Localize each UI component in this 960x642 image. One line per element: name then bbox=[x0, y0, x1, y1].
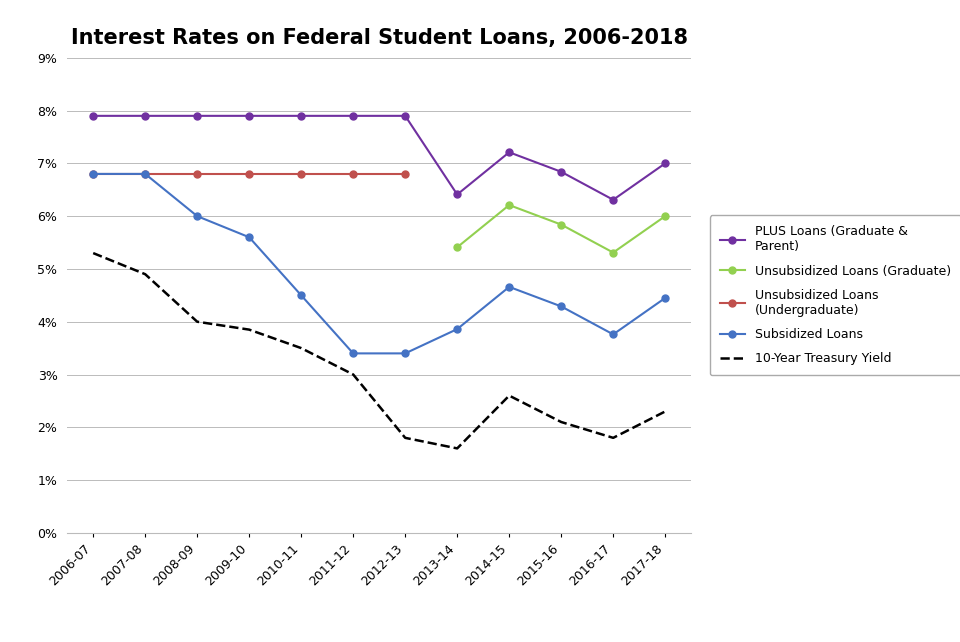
PLUS Loans (Graduate &
Parent) bbox=[348, 112, 359, 119]
10-Year Treasury Yield bbox=[451, 444, 463, 452]
PLUS Loans (Graduate &
Parent) bbox=[139, 112, 151, 119]
Line: PLUS Loans (Graduate &
Parent): PLUS Loans (Graduate & Parent) bbox=[89, 112, 669, 204]
Subsidized Loans bbox=[556, 302, 567, 310]
PLUS Loans (Graduate &
Parent) bbox=[556, 168, 567, 176]
PLUS Loans (Graduate &
Parent) bbox=[399, 112, 411, 119]
Legend: PLUS Loans (Graduate &
Parent), Unsubsidized Loans (Graduate), Unsubsidized Loan: PLUS Loans (Graduate & Parent), Unsubsid… bbox=[710, 215, 960, 376]
Subsidized Loans bbox=[399, 349, 411, 357]
Unsubsidized Loans (Graduate) bbox=[608, 248, 619, 256]
10-Year Treasury Yield bbox=[556, 418, 567, 426]
Subsidized Loans bbox=[87, 170, 99, 178]
10-Year Treasury Yield bbox=[348, 370, 359, 378]
10-Year Treasury Yield bbox=[139, 270, 151, 278]
Subsidized Loans bbox=[191, 213, 203, 220]
10-Year Treasury Yield bbox=[660, 408, 671, 415]
Title: Interest Rates on Federal Student Loans, 2006-2018: Interest Rates on Federal Student Loans,… bbox=[71, 28, 687, 48]
Subsidized Loans bbox=[139, 170, 151, 178]
10-Year Treasury Yield bbox=[503, 392, 515, 399]
Line: Unsubsidized Loans
(Undergraduate): Unsubsidized Loans (Undergraduate) bbox=[89, 170, 409, 177]
Line: Unsubsidized Loans (Graduate): Unsubsidized Loans (Graduate) bbox=[454, 202, 669, 256]
Unsubsidized Loans (Graduate) bbox=[451, 243, 463, 251]
Unsubsidized Loans
(Undergraduate) bbox=[399, 170, 411, 178]
Unsubsidized Loans
(Undergraduate) bbox=[244, 170, 255, 178]
Unsubsidized Loans
(Undergraduate) bbox=[139, 170, 151, 178]
Unsubsidized Loans
(Undergraduate) bbox=[296, 170, 307, 178]
10-Year Treasury Yield bbox=[87, 249, 99, 257]
10-Year Treasury Yield bbox=[399, 434, 411, 442]
10-Year Treasury Yield bbox=[191, 318, 203, 325]
Subsidized Loans bbox=[296, 291, 307, 299]
Unsubsidized Loans
(Undergraduate) bbox=[191, 170, 203, 178]
PLUS Loans (Graduate &
Parent) bbox=[191, 112, 203, 119]
Subsidized Loans bbox=[660, 294, 671, 302]
Subsidized Loans bbox=[608, 331, 619, 338]
Unsubsidized Loans (Graduate) bbox=[556, 221, 567, 229]
Subsidized Loans bbox=[503, 283, 515, 291]
PLUS Loans (Graduate &
Parent) bbox=[296, 112, 307, 119]
Subsidized Loans bbox=[348, 349, 359, 357]
10-Year Treasury Yield bbox=[296, 344, 307, 352]
PLUS Loans (Graduate &
Parent) bbox=[451, 191, 463, 198]
PLUS Loans (Graduate &
Parent) bbox=[87, 112, 99, 119]
PLUS Loans (Graduate &
Parent) bbox=[660, 159, 671, 167]
Unsubsidized Loans
(Undergraduate) bbox=[87, 170, 99, 178]
Unsubsidized Loans
(Undergraduate) bbox=[348, 170, 359, 178]
10-Year Treasury Yield bbox=[244, 325, 255, 333]
Unsubsidized Loans (Graduate) bbox=[660, 213, 671, 220]
Line: 10-Year Treasury Yield: 10-Year Treasury Yield bbox=[93, 253, 665, 448]
Subsidized Loans bbox=[244, 234, 255, 241]
PLUS Loans (Graduate &
Parent) bbox=[503, 148, 515, 156]
Line: Subsidized Loans: Subsidized Loans bbox=[89, 170, 669, 357]
PLUS Loans (Graduate &
Parent) bbox=[244, 112, 255, 119]
10-Year Treasury Yield bbox=[608, 434, 619, 442]
PLUS Loans (Graduate &
Parent) bbox=[608, 196, 619, 204]
Subsidized Loans bbox=[451, 325, 463, 333]
Unsubsidized Loans (Graduate) bbox=[503, 201, 515, 209]
